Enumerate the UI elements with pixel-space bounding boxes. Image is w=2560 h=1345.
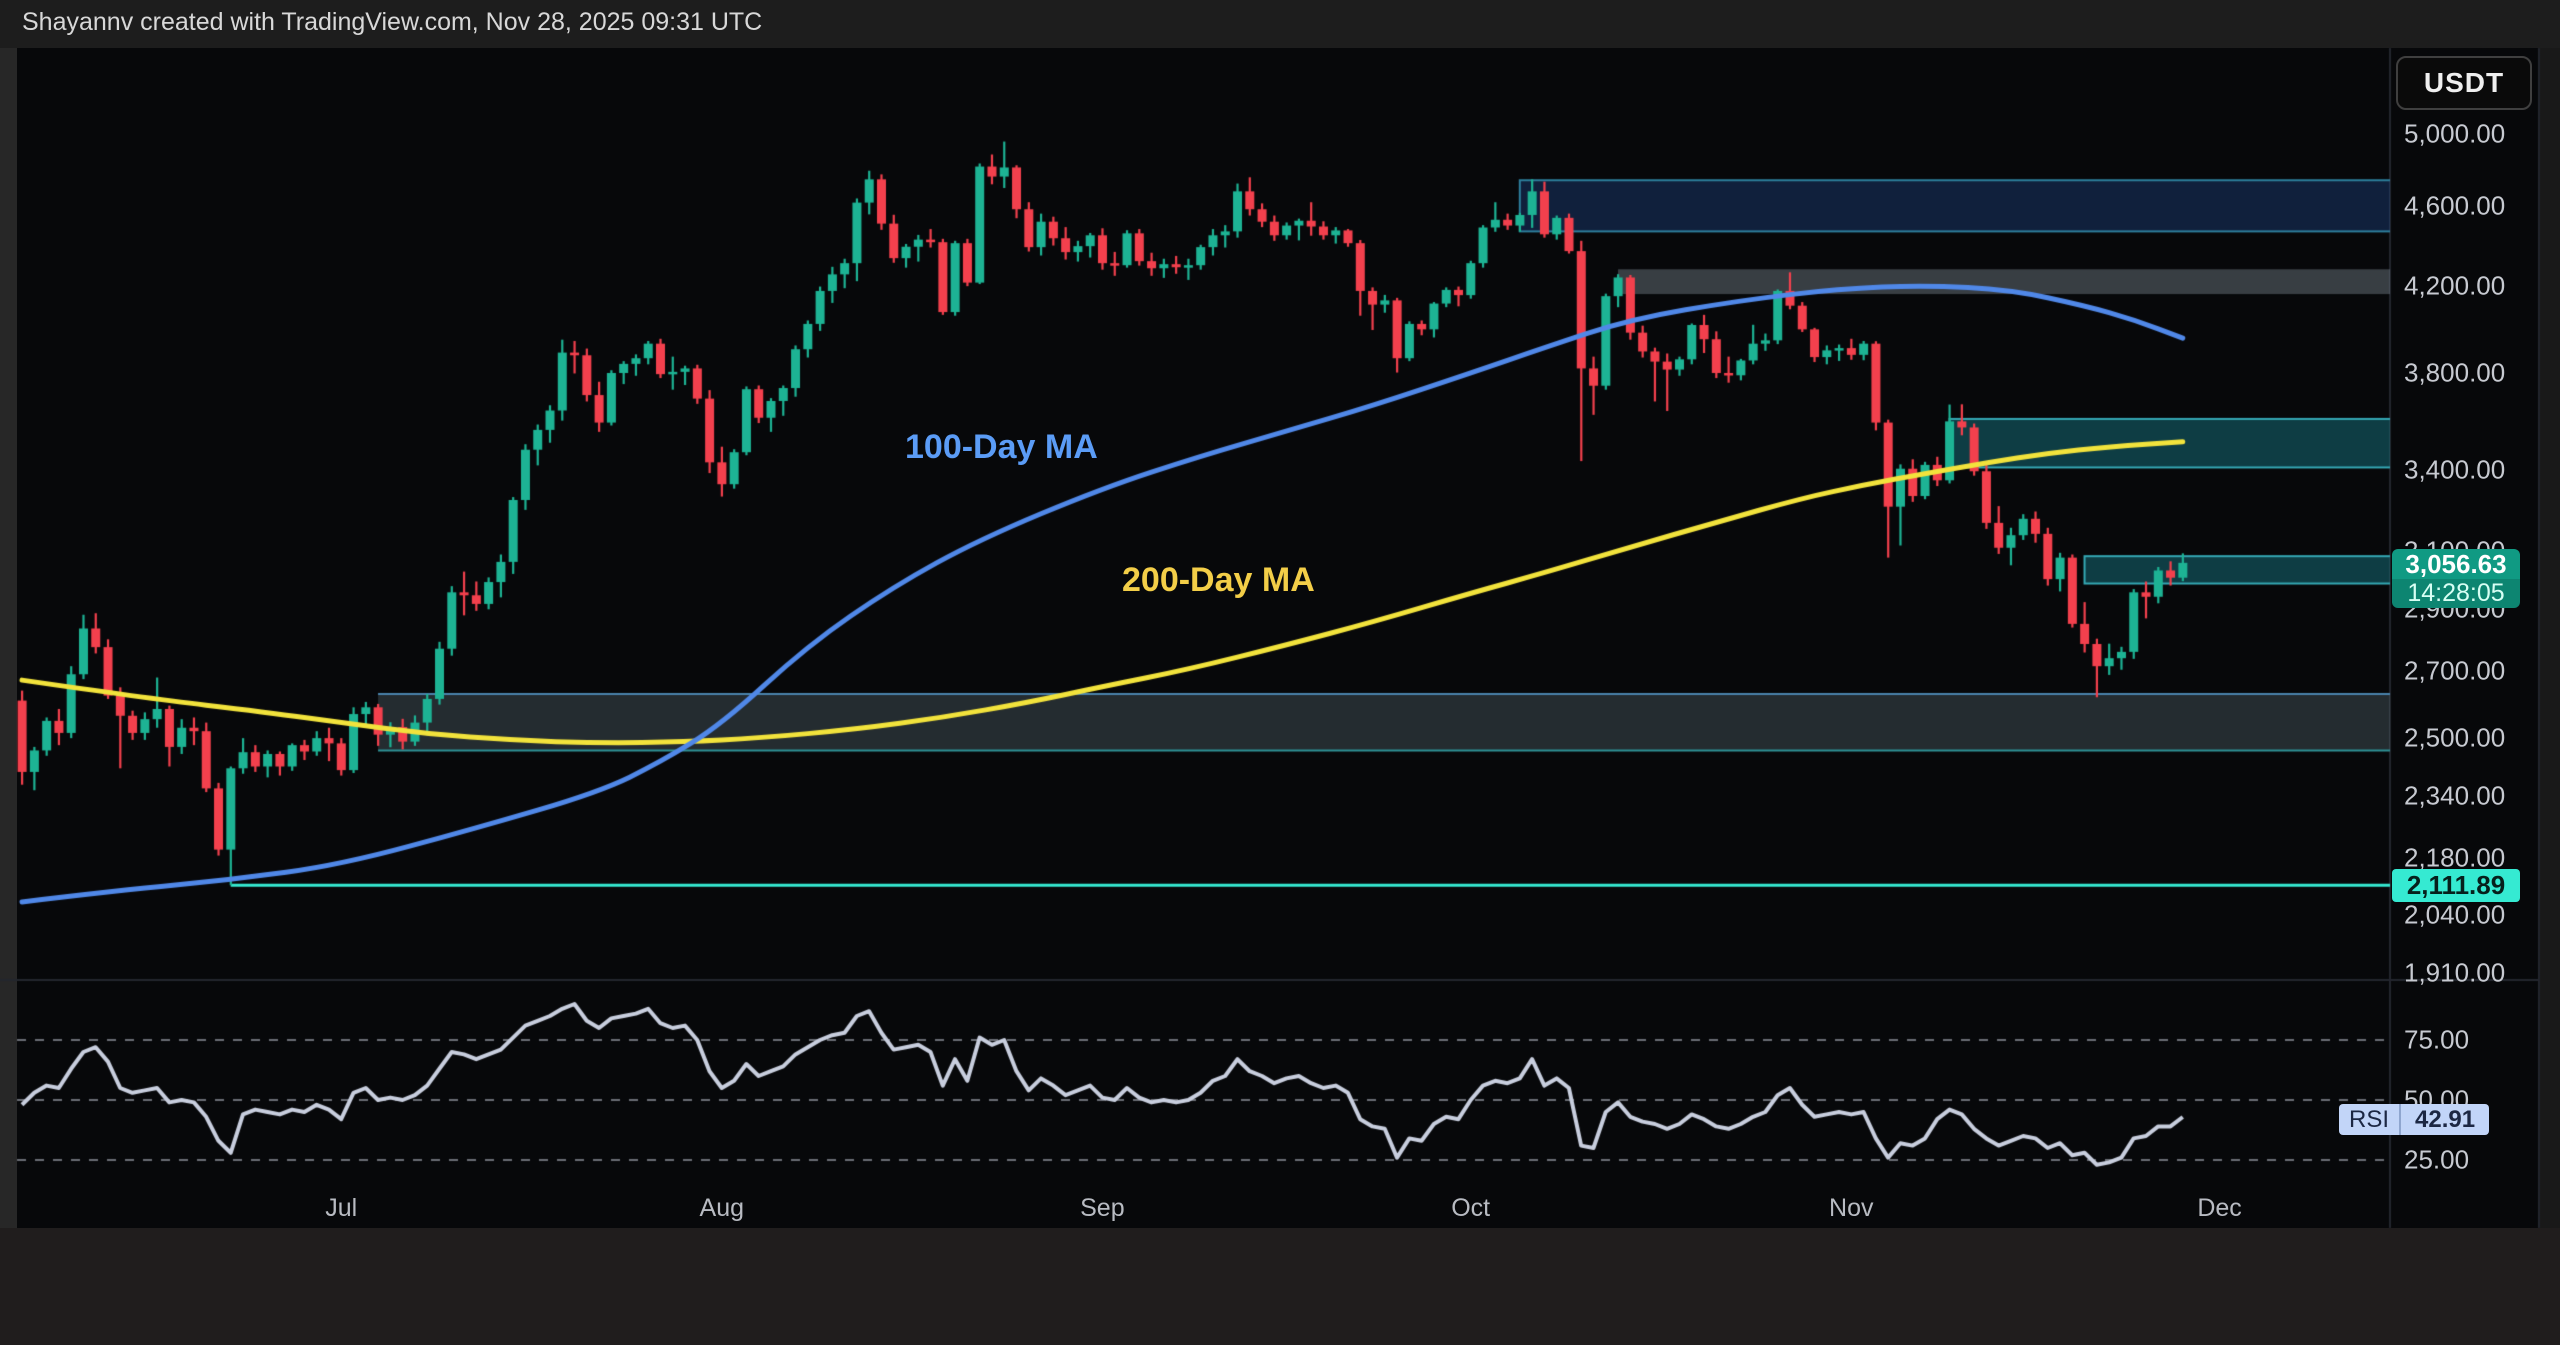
ray-price-badge: 2,111.89	[2392, 869, 2520, 902]
rsi-badge-label: RSI	[2339, 1104, 2402, 1135]
rsi-badge-value: 42.91	[2415, 1106, 2476, 1133]
symbol-badge[interactable]: USDT	[2396, 56, 2532, 110]
current-price-badge: 3,056.63 14:28:05	[2392, 549, 2520, 608]
footer-bar: TradingView	[0, 1228, 2560, 1345]
rsi-badge: RSI 42.91	[2339, 1104, 2490, 1135]
ma100-annotation: 100-Day MA	[905, 428, 1098, 466]
ma200-annotation: 200-Day MA	[1122, 561, 1315, 599]
candle-countdown: 14:28:05	[2392, 579, 2520, 608]
current-price-value: 3,056.63	[2392, 549, 2520, 579]
